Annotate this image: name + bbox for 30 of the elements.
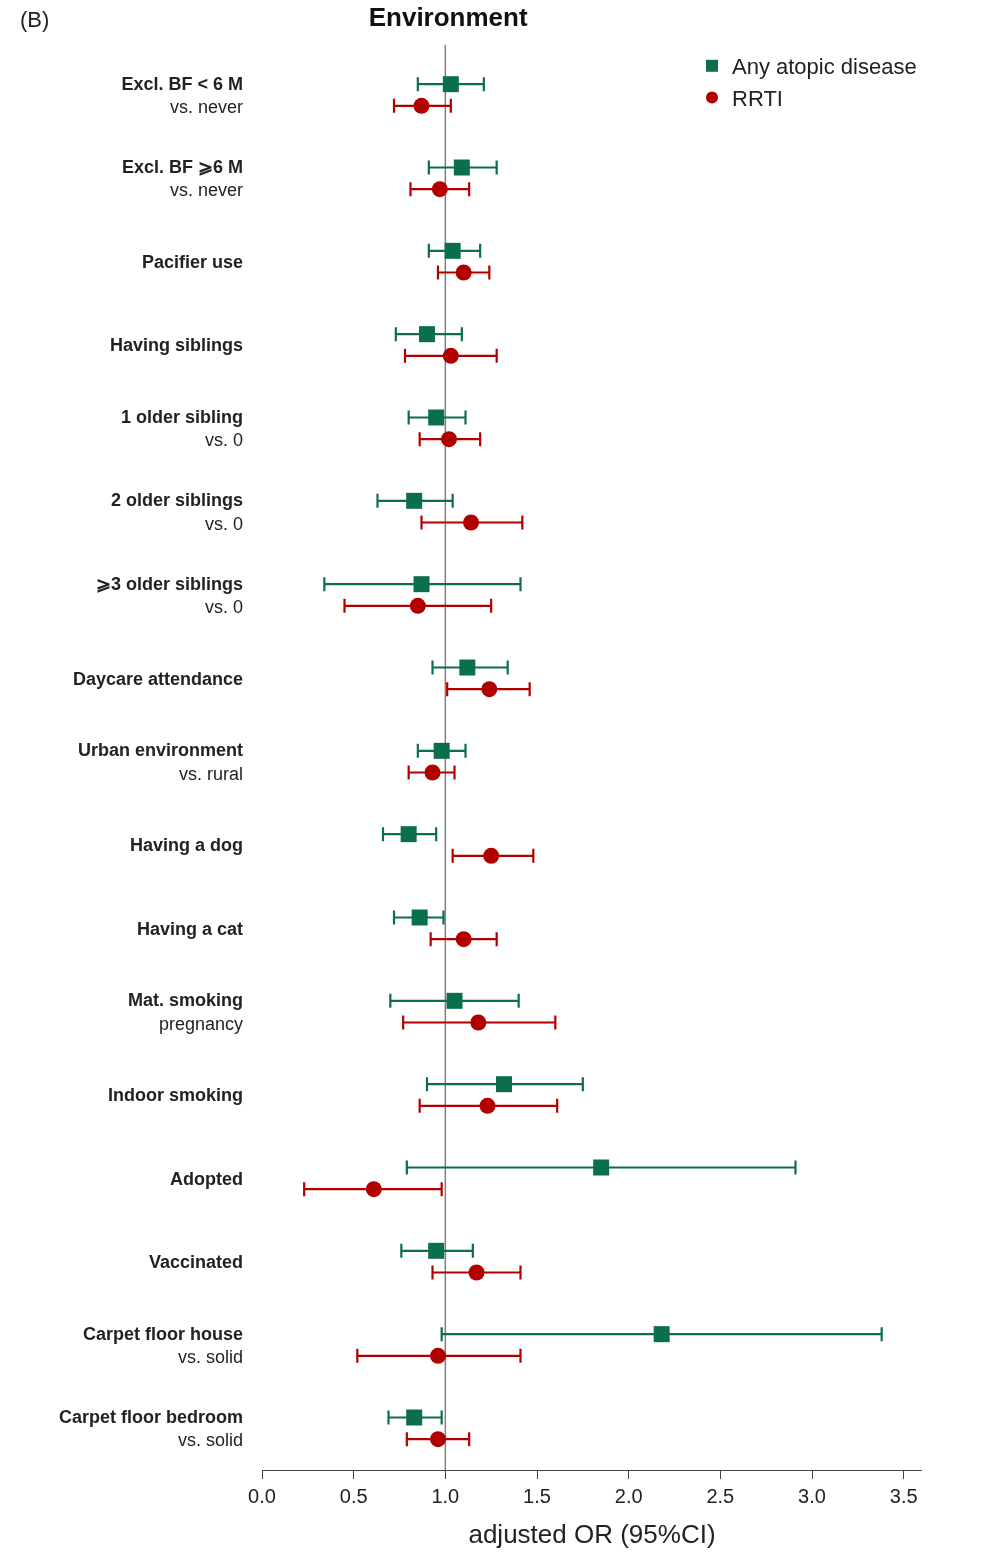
text: (B) [20,7,50,32]
y-tick-label: Daycare attendance [72,668,243,689]
x-tick-label: 2.5 [706,1485,735,1507]
y-tick-label: Excl. BF < 6 M vs. never [121,73,243,117]
y-tick-label: Vaccinated [148,1251,243,1272]
y-tick-label: 2 older siblings vs. 0 [110,490,243,534]
y-tick-label: Urban environment vs. rural [77,740,243,784]
y-tick-label: 1 older sibling vs. 0 [120,406,243,451]
chart-title: Environment [368,1,528,32]
x-tick-label: 3.0 [798,1485,826,1507]
legend-label: Any atopic disease [732,54,917,80]
y-tick-label: Having a dog [129,835,243,856]
y-tick-label: Excl. BF ⩾6 M vs. never [121,156,243,201]
x-tick-label: 3.5 [889,1485,918,1507]
y-tick-label: ⩾3 older siblings vs. 0 [95,573,243,617]
y-tick-label: Having siblings [109,335,243,356]
x-tick-label: 1.0 [431,1485,460,1507]
y-tick-label: Indoor smoking [108,1085,243,1106]
y-tick-label: Adopted [170,1168,243,1189]
x-tick-label: 0.5 [339,1485,368,1507]
x-axis-title: adjusted OR (95%CI) [468,1518,716,1549]
x-tick-label: 2.0 [614,1485,643,1507]
y-tick-label: Carpet floor house vs. solid [82,1323,243,1367]
x-tick-label: 1.5 [523,1485,551,1507]
y-tick-label: Pacifier use [141,251,243,272]
legend-label: RRTI [732,85,783,111]
y-tick-label: Carpet floor bedroom vs. solid [58,1406,243,1451]
x-tick-label: 0.0 [248,1485,276,1507]
y-tick-label: Mat. smoking pregnancy [127,990,243,1034]
y-tick-label: Having a cat [136,918,243,939]
